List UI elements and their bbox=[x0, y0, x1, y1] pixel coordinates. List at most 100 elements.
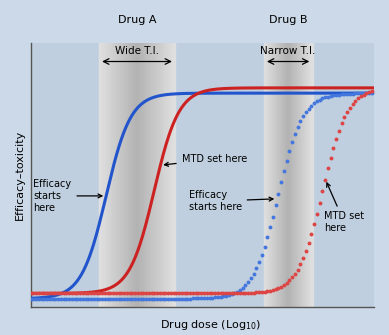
Bar bbox=[124, 43, 125, 307]
Bar bbox=[148, 43, 150, 307]
Bar bbox=[275, 43, 277, 307]
Bar bbox=[174, 43, 175, 307]
Bar bbox=[99, 43, 100, 307]
Bar bbox=[104, 43, 105, 307]
Bar bbox=[276, 43, 277, 307]
Bar bbox=[100, 43, 102, 307]
Bar bbox=[287, 43, 288, 307]
Bar bbox=[131, 43, 133, 307]
Text: MTD set here: MTD set here bbox=[165, 154, 247, 166]
Bar bbox=[305, 43, 306, 307]
Bar bbox=[140, 43, 141, 307]
Text: Drug dose (Log$_{10}$): Drug dose (Log$_{10}$) bbox=[159, 318, 261, 332]
Bar bbox=[284, 43, 285, 307]
Bar bbox=[268, 43, 269, 307]
Bar bbox=[271, 43, 272, 307]
Bar bbox=[110, 43, 112, 307]
Bar bbox=[112, 43, 114, 307]
Bar bbox=[161, 43, 162, 307]
Bar bbox=[300, 43, 301, 307]
Bar bbox=[289, 43, 290, 307]
Bar bbox=[306, 43, 307, 307]
Bar bbox=[286, 43, 287, 307]
Bar bbox=[143, 43, 144, 307]
Bar bbox=[283, 43, 284, 307]
Bar bbox=[169, 43, 170, 307]
Bar bbox=[310, 43, 311, 307]
Bar bbox=[159, 43, 160, 307]
Bar bbox=[288, 43, 289, 307]
Bar bbox=[128, 43, 130, 307]
Bar bbox=[141, 43, 142, 307]
Bar bbox=[311, 43, 312, 307]
Text: Drug B: Drug B bbox=[269, 15, 307, 24]
Bar bbox=[160, 43, 161, 307]
Bar bbox=[144, 43, 145, 307]
Bar bbox=[121, 43, 122, 307]
Bar bbox=[145, 43, 146, 307]
Bar bbox=[172, 43, 173, 307]
Bar bbox=[278, 43, 279, 307]
Bar bbox=[300, 43, 301, 307]
Bar bbox=[133, 43, 135, 307]
Bar bbox=[102, 43, 103, 307]
Bar bbox=[268, 43, 269, 307]
Bar bbox=[127, 43, 128, 307]
Bar bbox=[295, 43, 296, 307]
Bar bbox=[116, 43, 117, 307]
Bar bbox=[279, 43, 280, 307]
Bar bbox=[264, 43, 265, 307]
Bar bbox=[101, 43, 102, 307]
Bar bbox=[165, 43, 166, 307]
Bar bbox=[136, 43, 137, 307]
Bar bbox=[165, 43, 166, 307]
Bar bbox=[266, 43, 268, 307]
Bar bbox=[112, 43, 113, 307]
Bar bbox=[303, 43, 304, 307]
Bar bbox=[167, 43, 168, 307]
Bar bbox=[155, 43, 156, 307]
Bar bbox=[265, 43, 266, 307]
Bar bbox=[296, 43, 298, 307]
Bar bbox=[132, 43, 133, 307]
Bar bbox=[137, 43, 138, 307]
Text: Efficacy
starts
here: Efficacy starts here bbox=[33, 179, 102, 212]
Bar bbox=[161, 43, 163, 307]
Bar bbox=[114, 43, 116, 307]
Text: Narrow T.I.: Narrow T.I. bbox=[261, 46, 316, 56]
Bar bbox=[298, 43, 299, 307]
Bar bbox=[289, 43, 290, 307]
Bar bbox=[163, 43, 164, 307]
Bar bbox=[273, 43, 274, 307]
Bar bbox=[139, 43, 140, 307]
Bar bbox=[142, 43, 143, 307]
Text: Efficacy
starts here: Efficacy starts here bbox=[189, 190, 273, 212]
Bar bbox=[295, 43, 296, 307]
Text: Wide T.I.: Wide T.I. bbox=[115, 46, 159, 56]
Bar bbox=[135, 43, 137, 307]
Bar bbox=[166, 43, 168, 307]
Bar bbox=[120, 43, 121, 307]
Bar bbox=[286, 43, 287, 307]
Bar bbox=[281, 43, 282, 307]
Bar bbox=[147, 43, 149, 307]
Bar bbox=[297, 43, 298, 307]
Bar bbox=[277, 43, 278, 307]
Bar bbox=[173, 43, 174, 307]
Bar bbox=[108, 43, 109, 307]
Bar bbox=[309, 43, 310, 307]
Bar bbox=[115, 43, 117, 307]
Bar bbox=[170, 43, 172, 307]
Bar bbox=[306, 43, 307, 307]
Bar bbox=[130, 43, 132, 307]
Bar bbox=[152, 43, 153, 307]
Bar bbox=[269, 43, 270, 307]
Bar bbox=[308, 43, 310, 307]
Bar bbox=[107, 43, 108, 307]
Bar bbox=[266, 43, 267, 307]
Bar bbox=[265, 43, 266, 307]
Bar bbox=[158, 43, 159, 307]
Bar bbox=[106, 43, 107, 307]
Bar bbox=[307, 43, 308, 307]
Bar bbox=[304, 43, 305, 307]
